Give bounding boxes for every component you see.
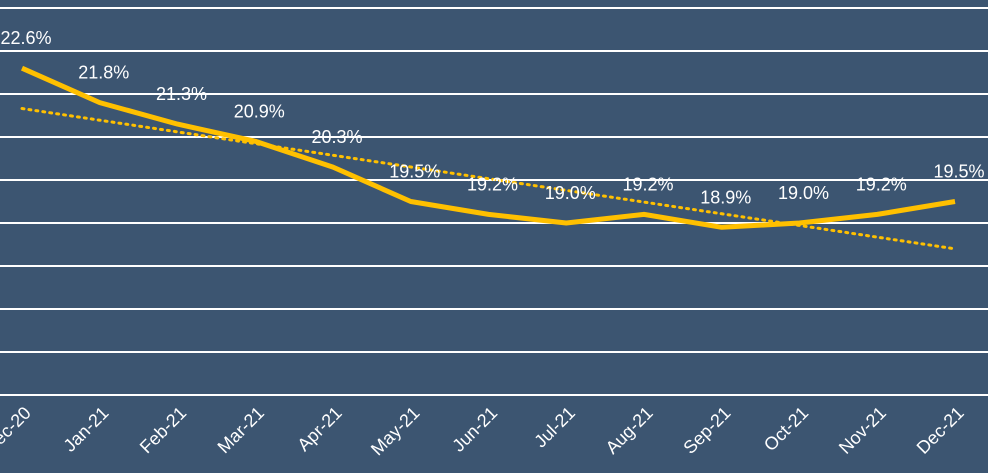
data-label: 21.3%	[156, 84, 207, 104]
data-label: 20.9%	[234, 101, 285, 121]
data-label: 19.2%	[856, 174, 907, 194]
data-label: 19.2%	[467, 174, 518, 194]
data-label: 19.5%	[389, 162, 440, 182]
data-label: 19.0%	[545, 183, 596, 203]
data-line	[20, 65, 956, 230]
data-label: 21.8%	[78, 63, 129, 83]
data-label: 19.2%	[622, 174, 673, 194]
data-label: 18.9%	[700, 187, 751, 207]
data-label: 20.3%	[311, 127, 362, 147]
data-label: 19.0%	[778, 183, 829, 203]
data-label: 19.5%	[933, 162, 984, 182]
data-label: 22.6%	[0, 28, 51, 48]
